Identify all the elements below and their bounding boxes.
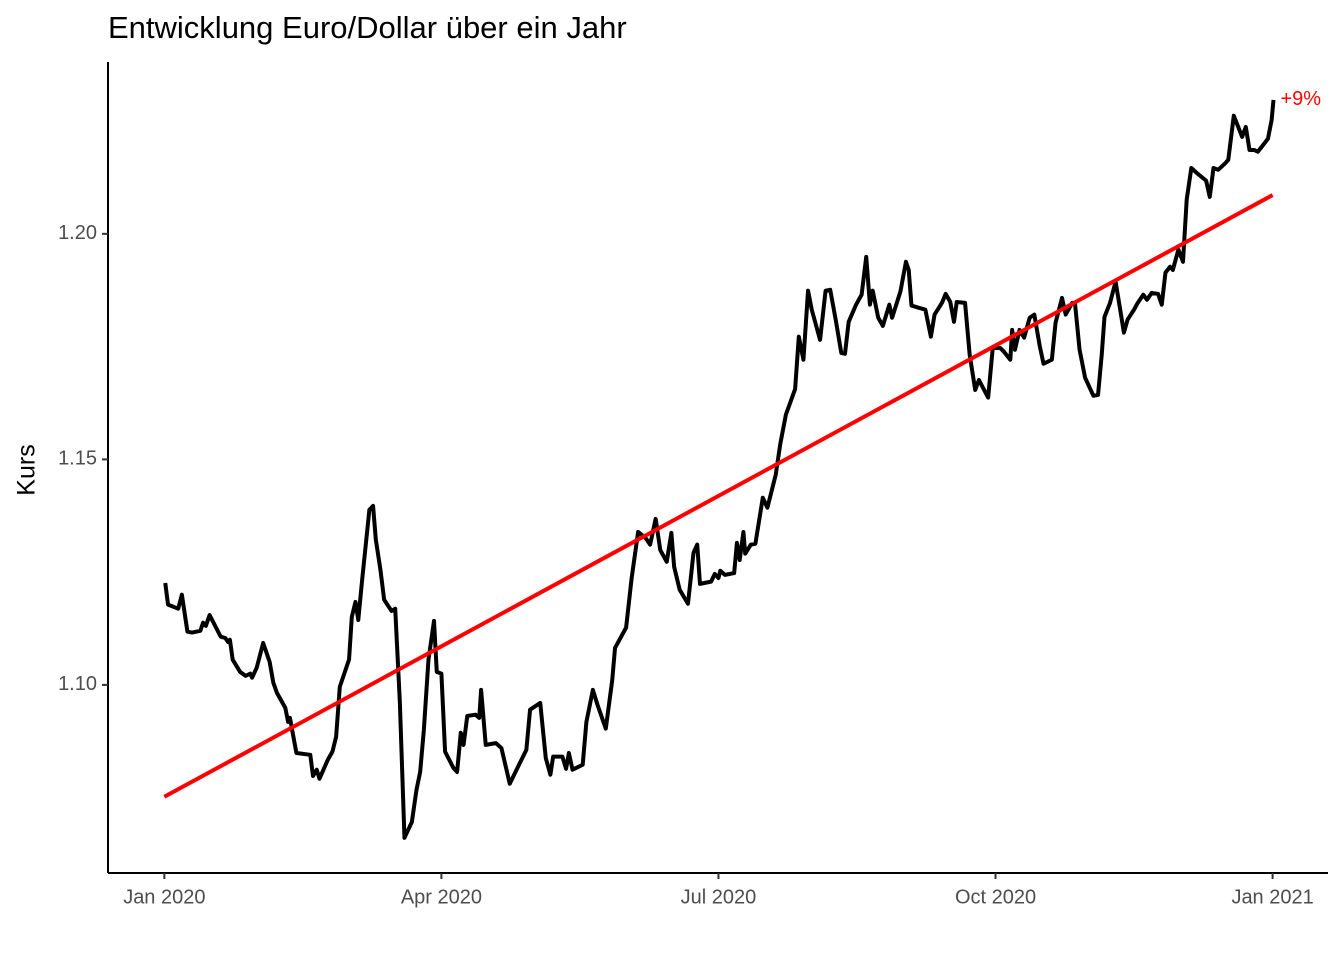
annotation: +9% (1281, 88, 1322, 110)
y-tick-label: 1.15 (58, 448, 97, 470)
chart-title: Entwicklung Euro/Dollar über ein Jahr (108, 10, 627, 45)
x-tick-label: Jul 2020 (681, 886, 757, 908)
price-line (163, 99, 1276, 840)
x-tick-label: Apr 2020 (401, 886, 482, 908)
y-axis-label: Kurs (13, 444, 41, 495)
x-tick-label: Jan 2021 (1231, 886, 1313, 908)
x-tick-label: Oct 2020 (955, 886, 1036, 908)
y-tick-label: 1.20 (58, 222, 97, 244)
y-tick-label: 1.10 (58, 673, 97, 695)
trend-line (163, 193, 1274, 799)
x-tick-label: Jan 2020 (123, 886, 205, 908)
